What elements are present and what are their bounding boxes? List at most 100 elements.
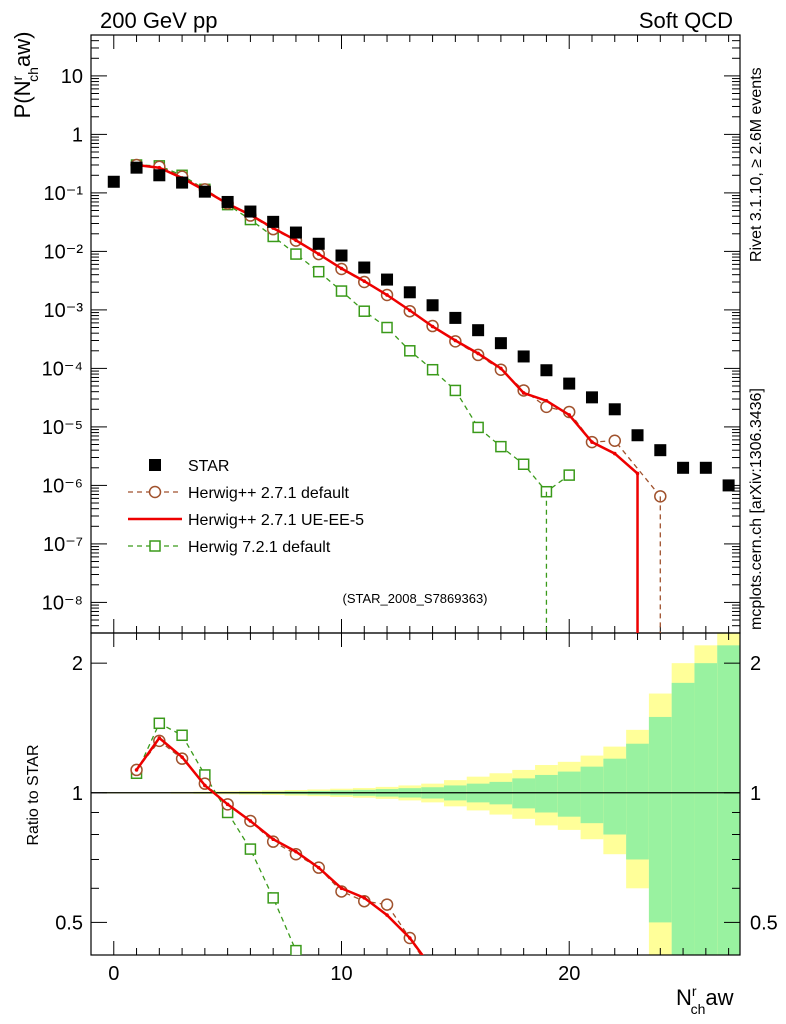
ratio-marker: [153, 717, 166, 730]
main-star-point: [198, 185, 211, 198]
ratio-series: [130, 734, 461, 1006]
main-star-point: [221, 195, 234, 208]
main-star-point: [654, 444, 667, 457]
main-star-point: [449, 311, 462, 324]
svg-text:P(Nrchaw): P(Nrchaw): [9, 32, 41, 119]
main-series: [130, 159, 575, 498]
ratio-marker: [203, 783, 207, 788]
main-line: [136, 163, 639, 475]
main-series: [134, 163, 640, 476]
main-marker: [472, 421, 484, 434]
main-marker: [499, 366, 503, 371]
ratio-marker: [294, 849, 298, 854]
ratio-marker: [316, 865, 321, 870]
ratio-marker: [290, 944, 302, 955]
legend-marker-star: [149, 459, 161, 471]
ratio-series: [130, 717, 324, 1005]
ratio-marker: [267, 892, 279, 904]
legend-label: Herwig++ 2.7.1 default: [188, 485, 350, 502]
main-marker: [404, 345, 416, 357]
main-star-point: [426, 299, 439, 312]
main-star-point: [517, 350, 530, 363]
main-star-point: [267, 215, 280, 228]
ratio-frame: [90, 632, 741, 956]
main-marker: [612, 451, 617, 456]
main-marker: [294, 238, 298, 243]
ratio-marker: [450, 995, 461, 1006]
main-marker: [385, 293, 389, 297]
ratio-marker: [134, 768, 139, 772]
ratio-y-tick-label: 1: [72, 783, 83, 805]
main-marker: [358, 305, 371, 317]
main-marker: [339, 266, 344, 271]
main-marker: [312, 265, 325, 278]
main-marker: [381, 321, 393, 334]
band-inner-bin: [671, 682, 695, 955]
legend-label: Herwig 7.2.1 default: [188, 539, 331, 556]
ratio-marker: [454, 993, 458, 997]
ratio-marker: [225, 802, 230, 807]
legend-label: Herwig++ 2.7.1 UE-EE-5: [188, 512, 364, 529]
main-star-point: [722, 479, 735, 492]
main-star-point: [608, 403, 621, 416]
ratio-marker: [271, 837, 275, 842]
band-inner-bin: [557, 771, 581, 817]
ratio-marker: [385, 913, 389, 917]
main-star-point: [312, 237, 325, 250]
ratio-series: [134, 736, 458, 997]
rivet-label: Rivet 3.1.10, ≥ 2.6M events: [748, 67, 765, 262]
main-y-tick-label: 10⁻²: [44, 241, 84, 263]
legend-marker-circle: [148, 485, 162, 499]
main-marker: [590, 440, 594, 444]
main-marker: [290, 248, 302, 260]
main-y-tick-label: 10⁻⁸: [42, 592, 83, 614]
main-star-point: [403, 286, 416, 299]
main-y-tick-label: 10⁻³: [44, 300, 84, 322]
band-inner-bin: [512, 778, 536, 809]
main-y-tick-label: 1: [72, 124, 83, 146]
xlabel: Nr chaw: [676, 983, 734, 1017]
main-marker: [316, 252, 321, 256]
main-star-point: [244, 205, 257, 218]
main-y-tick-label: 10⁻⁷: [43, 534, 83, 556]
main-star-point: [585, 391, 598, 404]
main-star-point: [472, 324, 485, 337]
ratio-marker: [408, 936, 412, 940]
main-marker: [476, 351, 480, 356]
band-inner-bin: [626, 743, 649, 860]
main-star-point: [677, 461, 690, 474]
main-star-point: [494, 337, 507, 350]
ratio-marker: [427, 968, 438, 979]
x-tick-label: 20: [558, 963, 580, 985]
main-star-point: [130, 161, 143, 174]
main-marker: [544, 398, 549, 403]
main-star-point: [381, 273, 394, 286]
main-y-tick-label: 10⁻⁵: [42, 417, 83, 439]
band-inner-bin: [694, 663, 718, 955]
analysis-id: (STAR_2008_S7869363): [342, 591, 487, 606]
ratio-y-tick-label: 0.5: [55, 912, 83, 934]
main-marker: [157, 165, 162, 170]
band-inner-bin: [580, 766, 604, 824]
ratio-y-tick-label-right: 2: [750, 653, 761, 675]
ratio-marker: [244, 843, 257, 855]
main-marker: [563, 469, 575, 481]
main-star-point: [289, 226, 302, 239]
main-star-point: [335, 249, 348, 262]
legend-marker-square: [149, 540, 161, 552]
main-marker: [408, 308, 412, 313]
main-star-point: [107, 175, 120, 188]
main-series: [107, 161, 735, 492]
x-tick-label: 10: [330, 963, 352, 985]
ratio-marker: [339, 886, 344, 891]
ratio-band: [102, 633, 740, 955]
main-star-point: [153, 169, 166, 182]
band-inner-bin: [535, 774, 558, 813]
ratio-marker: [380, 898, 394, 911]
main-star-point: [358, 261, 371, 274]
ratio-marker: [314, 995, 324, 1005]
main-star-point: [540, 364, 553, 377]
ratio-marker: [431, 967, 435, 971]
main-y-tick-label: 10⁻⁴: [42, 358, 83, 380]
